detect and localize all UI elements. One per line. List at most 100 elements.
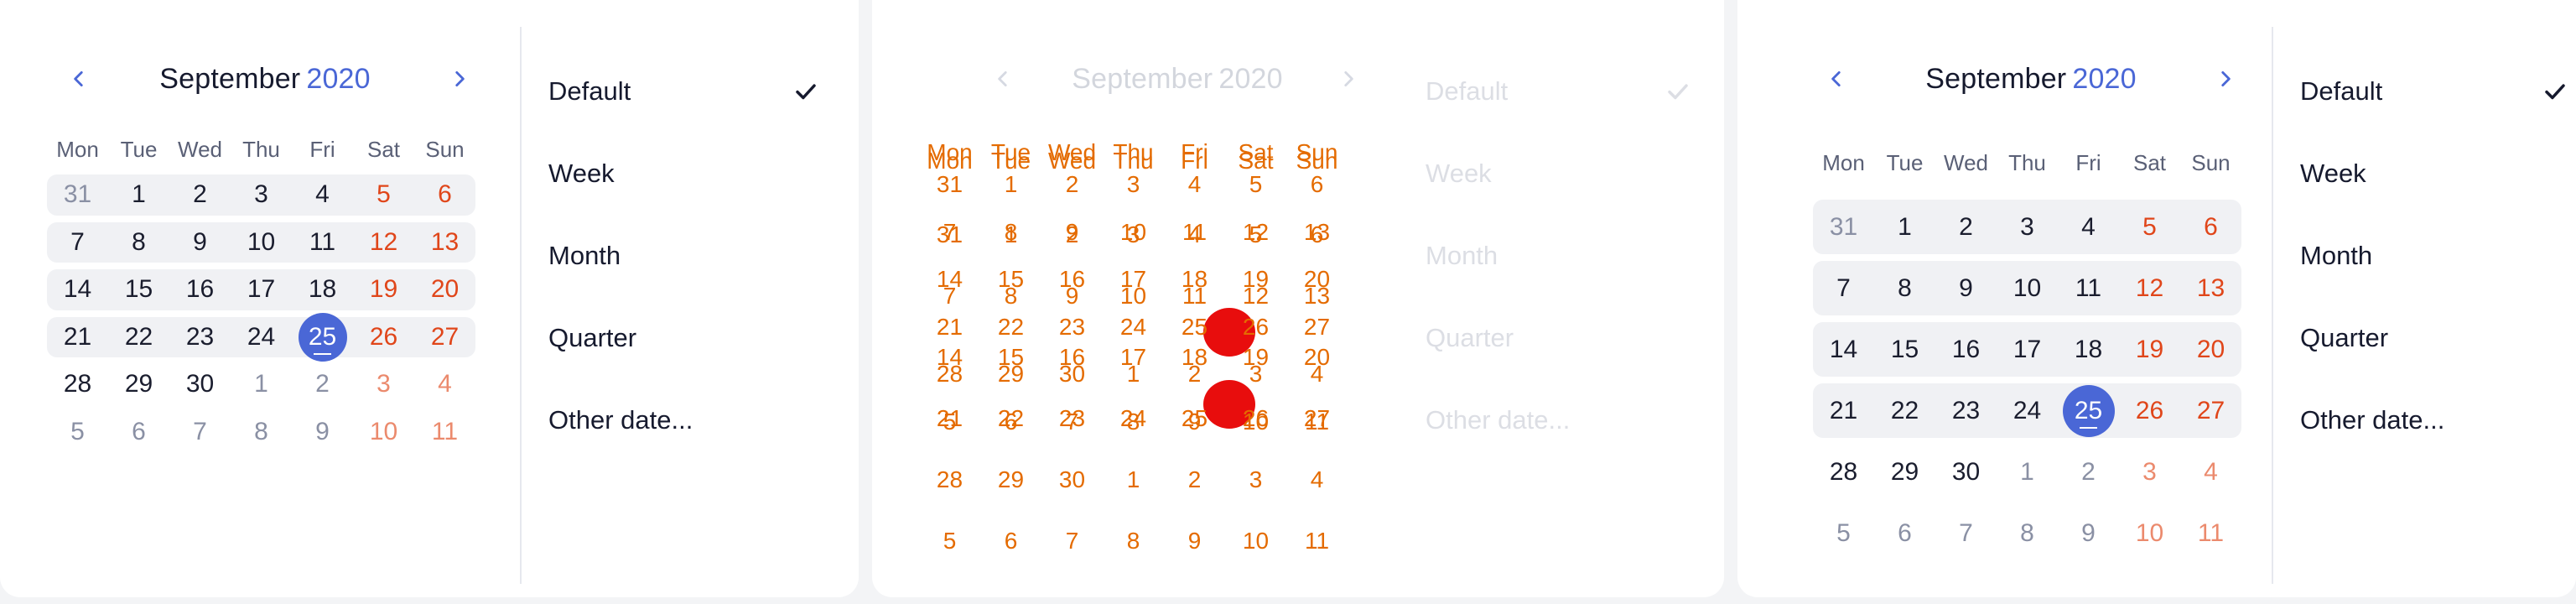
- day-cell[interactable]: 6: [2180, 196, 2241, 258]
- menu-item-default[interactable]: Default: [2300, 50, 2568, 133]
- day-cell[interactable]: 16: [169, 266, 231, 314]
- next-month-button[interactable]: [436, 55, 483, 102]
- day-cell[interactable]: 3: [231, 171, 292, 219]
- day-cell[interactable]: 13: [2180, 258, 2241, 319]
- day-cell[interactable]: 30: [1935, 441, 1997, 502]
- day-cell[interactable]: 2: [169, 171, 231, 219]
- day-cell[interactable]: 10: [231, 219, 292, 267]
- menu-item-week[interactable]: Week: [1426, 133, 1690, 215]
- day-cell[interactable]: 5: [1813, 502, 1874, 564]
- day-cell[interactable]: 3: [1997, 196, 2058, 258]
- month-year-title[interactable]: September 2020: [47, 55, 483, 102]
- day-cell[interactable]: 10: [353, 409, 414, 456]
- day-cell[interactable]: 2: [292, 361, 353, 409]
- day-cell[interactable]: 15: [108, 266, 169, 314]
- menu-item-month[interactable]: Month: [1426, 215, 1690, 297]
- day-cell[interactable]: 1: [108, 171, 169, 219]
- day-cell[interactable]: 20: [2180, 319, 2241, 380]
- day-cell[interactable]: 16: [1935, 319, 1997, 380]
- day-cell[interactable]: 8: [108, 219, 169, 267]
- day-cell[interactable]: 1: [231, 361, 292, 409]
- month-year-title[interactable]: September 2020: [1813, 55, 2249, 102]
- day-cell[interactable]: 29: [1874, 441, 1935, 502]
- day-cell[interactable]: 10: [2119, 502, 2180, 564]
- day-cell[interactable]: 3: [353, 361, 414, 409]
- day-cell[interactable]: 11: [292, 219, 353, 267]
- day-cell[interactable]: 4: [414, 361, 475, 409]
- day-cell[interactable]: 15: [1874, 319, 1935, 380]
- menu-item-other-date[interactable]: Other date...: [1426, 379, 1690, 461]
- menu-item-week[interactable]: Week: [2300, 133, 2568, 215]
- day-cell[interactable]: 29: [108, 361, 169, 409]
- day-cell[interactable]: 11: [2180, 502, 2241, 564]
- day-cell[interactable]: 4: [292, 171, 353, 219]
- day-cell[interactable]: 5: [2119, 196, 2180, 258]
- day-cell[interactable]: 9: [1935, 258, 1997, 319]
- day-cell[interactable]: 22: [108, 314, 169, 362]
- day-cell[interactable]: 28: [47, 361, 108, 409]
- day-cell[interactable]: 31: [47, 171, 108, 219]
- day-cell-selected[interactable]: 25: [292, 312, 353, 362]
- menu-item-month[interactable]: Month: [2300, 215, 2568, 297]
- prev-month-button[interactable]: [1813, 55, 1860, 102]
- day-cell[interactable]: 8: [231, 409, 292, 456]
- day-cell[interactable]: 5: [47, 409, 108, 456]
- menu-item-quarter[interactable]: Quarter: [2300, 297, 2568, 379]
- day-cell[interactable]: 21: [47, 314, 108, 362]
- day-cell[interactable]: 24: [1997, 380, 2058, 441]
- day-cell[interactable]: 7: [47, 219, 108, 267]
- day-cell-selected[interactable]: 25: [2058, 380, 2119, 441]
- day-cell[interactable]: 17: [231, 266, 292, 314]
- day-cell[interactable]: 3: [2119, 441, 2180, 502]
- day-cell[interactable]: 22: [1874, 380, 1935, 441]
- day-cell[interactable]: 18: [292, 266, 353, 314]
- day-cell[interactable]: 27: [414, 314, 475, 362]
- day-cell[interactable]: 6: [414, 171, 475, 219]
- day-cell[interactable]: 20: [414, 266, 475, 314]
- day-cell[interactable]: 11: [414, 409, 475, 456]
- menu-item-other-date[interactable]: Other date...: [2300, 379, 2568, 461]
- day-cell[interactable]: 4: [2180, 441, 2241, 502]
- day-cell[interactable]: 11: [2058, 258, 2119, 319]
- day-cell[interactable]: 9: [2058, 502, 2119, 564]
- menu-item-other-date[interactable]: Other date...: [548, 379, 818, 461]
- menu-item-quarter[interactable]: Quarter: [1426, 297, 1690, 379]
- day-cell[interactable]: 7: [169, 409, 231, 456]
- day-cell[interactable]: 7: [1813, 258, 1874, 319]
- day-cell[interactable]: 19: [353, 266, 414, 314]
- day-cell[interactable]: 9: [169, 219, 231, 267]
- day-cell[interactable]: 19: [2119, 319, 2180, 380]
- menu-item-week[interactable]: Week: [548, 133, 818, 215]
- day-cell[interactable]: 2: [1935, 196, 1997, 258]
- day-cell[interactable]: 21: [1813, 380, 1874, 441]
- next-month-button[interactable]: [2202, 55, 2249, 102]
- menu-item-quarter[interactable]: Quarter: [548, 297, 818, 379]
- day-cell[interactable]: 30: [169, 361, 231, 409]
- next-month-button-ghost[interactable]: [1325, 55, 1372, 102]
- day-cell[interactable]: 6: [1874, 502, 1935, 564]
- day-cell[interactable]: 26: [353, 314, 414, 362]
- day-cell[interactable]: 12: [2119, 258, 2180, 319]
- day-cell[interactable]: 2: [2058, 441, 2119, 502]
- day-cell[interactable]: 27: [2180, 380, 2241, 441]
- day-cell[interactable]: 7: [1935, 502, 1997, 564]
- menu-item-default[interactable]: Default: [1426, 50, 1690, 133]
- day-cell[interactable]: 10: [1997, 258, 2058, 319]
- day-cell[interactable]: 28: [1813, 441, 1874, 502]
- day-cell[interactable]: 17: [1997, 319, 2058, 380]
- day-cell[interactable]: 8: [1874, 258, 1935, 319]
- day-cell[interactable]: 13: [414, 219, 475, 267]
- day-cell[interactable]: 14: [47, 266, 108, 314]
- day-cell[interactable]: 8: [1997, 502, 2058, 564]
- day-cell[interactable]: 12: [353, 219, 414, 267]
- menu-item-default[interactable]: Default: [548, 50, 818, 133]
- day-cell[interactable]: 14: [1813, 319, 1874, 380]
- day-cell[interactable]: 6: [108, 409, 169, 456]
- menu-item-month[interactable]: Month: [548, 215, 818, 297]
- day-cell[interactable]: 1: [1997, 441, 2058, 502]
- day-cell[interactable]: 1: [1874, 196, 1935, 258]
- day-cell[interactable]: 23: [1935, 380, 1997, 441]
- day-cell[interactable]: 5: [353, 171, 414, 219]
- day-cell[interactable]: 9: [292, 409, 353, 456]
- day-cell[interactable]: 24: [231, 314, 292, 362]
